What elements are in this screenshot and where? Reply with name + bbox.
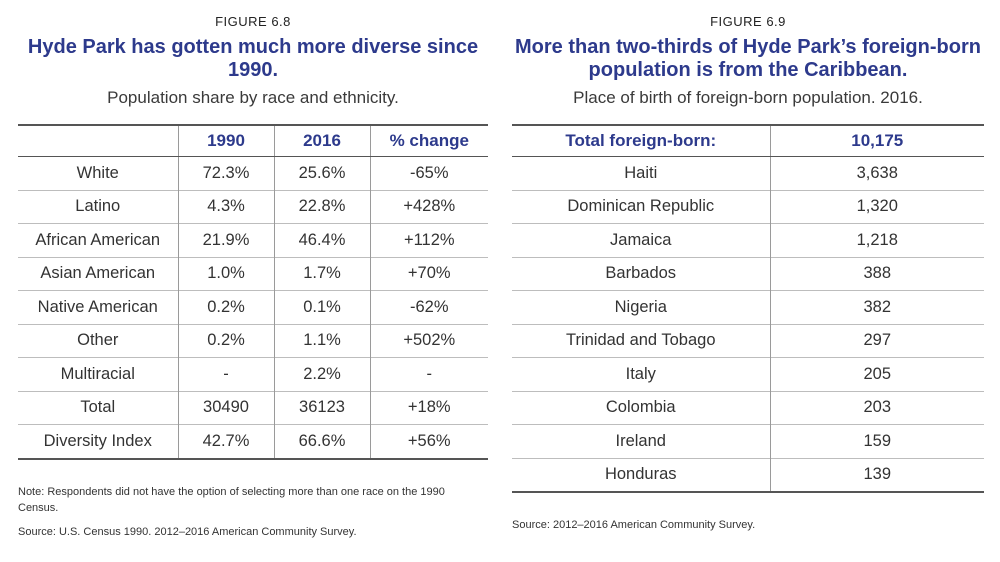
table-cell: 22.8% (273, 189, 370, 224)
table-cell: 2.2% (273, 357, 370, 391)
table-cell: +112% (369, 223, 488, 257)
figure-6-8: FIGURE 6.8 Hyde Park has gotten much mor… (18, 0, 488, 538)
row-label: Haiti (624, 163, 658, 182)
table-cell: 46.4% (273, 223, 370, 257)
table-cell: +70% (369, 256, 488, 291)
table-row: Barbados 388 (512, 256, 984, 291)
table-row: Multiracial -2.2% - (18, 357, 488, 391)
table-cell: +428% (369, 189, 488, 224)
row-label: Other (18, 323, 178, 358)
row-label: African American (18, 223, 178, 257)
table-cell: 42.7% (177, 424, 274, 458)
table-cell: 21.9% (177, 223, 274, 257)
table-row: Asian American 1.0% 1.7% +70% (18, 256, 488, 291)
figure-title: More than two-thirds of Hyde Park’s fore… (515, 36, 981, 81)
table-cell: 72.3% (177, 156, 274, 190)
row-label: Barbados (512, 256, 770, 291)
table-cell: 25.6% (273, 156, 370, 190)
table-row: Diversity Index 42.7% 66.6% +56% (18, 424, 488, 458)
column-header: Total foreign-born: (512, 126, 770, 157)
table-cell: 0.2% (177, 290, 274, 324)
table-row: Italy 205 (512, 357, 984, 391)
column-header: 1990 (177, 126, 274, 157)
table-row: Colombia 203 (512, 390, 984, 425)
table-source: Source: U.S. Census 1990. 2012–2016 Amer… (18, 525, 357, 538)
table-header-row: 1990 2016% change (18, 126, 488, 157)
table-cell: 0.2% (177, 323, 274, 358)
column-header: 10,175 (769, 126, 984, 157)
table-row: Haiti 3,638 (512, 156, 984, 190)
table-cell: -65% (369, 156, 488, 190)
table-row: Nigeria 382 (512, 290, 984, 324)
table-source: Source: 2012–2016 American Community Sur… (512, 519, 756, 531)
row-label: Diversity Index (18, 424, 178, 458)
table-cell: 159 (769, 424, 984, 458)
row-label: Trinidad and Tobago (512, 323, 770, 358)
table-cell: 1.7% (273, 256, 370, 291)
table-cell: +502% (369, 323, 488, 358)
table-cell: 1,320 (769, 189, 984, 224)
table-row: African American 21.9% 46.4% +112% (18, 223, 488, 257)
row-label: Native American (18, 290, 178, 324)
row-label: Ireland (512, 424, 770, 458)
table-cell: 139 (769, 457, 984, 491)
table-row: Ireland 159 (512, 424, 984, 458)
table-cell: 4.3% (177, 189, 274, 224)
row-label: White (76, 163, 119, 182)
table-cell: 205 (769, 357, 984, 391)
table-cell: 0.1% (273, 290, 370, 324)
figure-title: Hyde Park has gotten much more diverse s… (27, 36, 479, 81)
table-row: Other 0.2% 1.1% +502% (18, 323, 488, 358)
column-header: 2016 (273, 126, 370, 157)
figure-subtitle: Place of birth of foreign-born populatio… (573, 88, 923, 107)
row-label: Jamaica (512, 223, 770, 257)
table-row: White 72.3% 25.6% -65% (18, 156, 488, 190)
row-label: Dominican Republic (512, 189, 770, 224)
table-cell: 36123 (273, 390, 370, 425)
table-cell: - (177, 357, 274, 391)
table-cell: -62% (369, 290, 488, 324)
table-header-row: Total foreign-born: 10,175 (512, 126, 984, 157)
table-cell: +56% (369, 424, 488, 458)
table-cell: 30490 (177, 390, 274, 425)
table-cell: 1,218 (769, 223, 984, 257)
table-cell: 3,638 (769, 156, 984, 190)
column-header: % change (369, 126, 488, 157)
foreign-born-table: Total foreign-born: 10,175 Haiti 3,638 Domi… (512, 126, 984, 491)
figure-label: FIGURE 6.9 (710, 14, 786, 29)
table-note: Note: Respondents did not have the optio… (18, 485, 445, 514)
row-label: Honduras (512, 457, 770, 491)
table-cell: 1.1% (273, 323, 370, 358)
column-header (18, 126, 178, 157)
table-cell: 66.6% (273, 424, 370, 458)
row-label: Asian American (18, 256, 178, 291)
figure-label: FIGURE 6.8 (215, 14, 291, 29)
foreign-table-frame: Total foreign-born: 10,175 Haiti 3,638 Domi… (512, 124, 984, 493)
table-cell: 382 (769, 290, 984, 324)
table-row: Honduras 139 (512, 457, 984, 491)
row-label: Colombia (512, 390, 770, 425)
table-row: Trinidad and Tobago 297 (512, 323, 984, 358)
table-cell: 203 (769, 390, 984, 425)
table-row: Jamaica 1,218 (512, 223, 984, 257)
race-ethnicity-table: 1990 2016% change White 72.3% 25.6% -65% Lati… (18, 126, 488, 458)
table-row: Native American 0.2% 0.1% -62% (18, 290, 488, 324)
figure-6-9: FIGURE 6.9 More than two-thirds of Hyde … (512, 0, 984, 531)
table-row: Total 30490 36123 +18% (18, 390, 488, 425)
table-cell: - (369, 357, 488, 391)
row-label: Total (18, 390, 178, 425)
table-cell: 297 (769, 323, 984, 358)
row-label: Latino (18, 189, 178, 224)
table-cell: +18% (369, 390, 488, 425)
race-table-frame: 1990 2016% change White 72.3% 25.6% -65% Lati… (18, 124, 488, 460)
table-row: Dominican Republic 1,320 (512, 189, 984, 224)
row-label: Italy (512, 357, 770, 391)
figure-subtitle: Population share by race and ethnicity. (107, 88, 399, 107)
row-label: Multiracial (18, 357, 178, 391)
table-row: Latino 4.3% 22.8% +428% (18, 189, 488, 224)
table-cell: 1.0% (177, 256, 274, 291)
table-cell: 388 (769, 256, 984, 291)
row-label: Nigeria (512, 290, 770, 324)
